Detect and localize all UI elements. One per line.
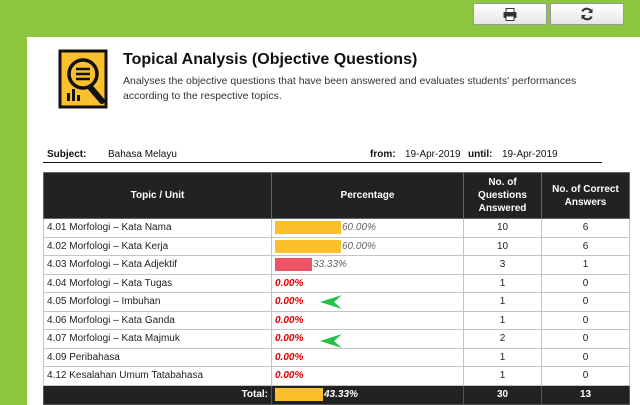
percentage-value: 60.00% [342, 240, 376, 252]
answered-cell: 1 [463, 273, 542, 293]
percentage-cell: 0.00% [271, 273, 464, 293]
correct-cell: 6 [541, 218, 630, 238]
report-panel: Topical Analysis (Objective Questions) A… [27, 37, 640, 405]
percentage-bar [275, 258, 312, 272]
percentage-cell: 60.00% [271, 218, 464, 238]
percentage-value: 0.00% [275, 351, 304, 363]
table-row: 4.06 Morfologi – Kata Ganda 0.00% 1 0 [43, 310, 630, 330]
green-arrow-icon [320, 295, 342, 309]
report-filter-bar: Subject: Bahasa Melayu from: 19-Apr-2019… [43, 148, 602, 163]
correct-cell: 0 [541, 310, 630, 330]
correct-cell: 1 [541, 255, 630, 275]
percentage-value: 0.00% [275, 333, 304, 345]
subject-label: Subject: [47, 149, 87, 160]
table-row: 4.12 Kesalahan Umum Tatabahasa 0.00% 1 0 [43, 366, 630, 386]
topic-cell: 4.03 Morfologi – Kata Adjektif [43, 255, 272, 275]
topic-cell: 4.06 Morfologi – Kata Ganda [43, 310, 272, 330]
table-header-row: Topic / Unit Percentage No. of Questions… [43, 172, 630, 219]
refresh-button[interactable] [550, 3, 624, 25]
percentage-value: 0.00% [275, 277, 304, 289]
answered-cell: 3 [463, 255, 542, 275]
percentage-cell: 0.00% [271, 292, 464, 312]
until-date: 19-Apr-2019 [502, 149, 558, 160]
percentage-cell: 0.00% [271, 310, 464, 330]
percentage-value: 0.00% [275, 370, 304, 382]
correct-cell: 0 [541, 347, 630, 367]
page-description: Analyses the objective questions that ha… [123, 75, 577, 102]
topic-cell: 4.05 Morfologi – Imbuhan [43, 292, 272, 312]
table-row: 4.07 Morfologi – Kata Majmuk 0.00% 2 0 [43, 329, 630, 349]
table-row: 4.04 Morfologi – Kata Tugas 0.00% 1 0 [43, 273, 630, 293]
report-magnifier-icon [58, 49, 108, 109]
topic-cell: 4.02 Morfologi – Kata Kerja [43, 236, 272, 256]
topic-cell: 4.04 Morfologi – Kata Tugas [43, 273, 272, 293]
correct-cell: 0 [541, 329, 630, 349]
total-percentage: 43.33% [324, 389, 358, 400]
header-topic: Topic / Unit [43, 172, 272, 219]
total-correct: 13 [541, 384, 630, 405]
percentage-bar [275, 239, 341, 253]
correct-cell: 0 [541, 292, 630, 312]
percentage-bar [275, 221, 341, 235]
total-answered: 30 [463, 384, 542, 405]
table-row: 4.02 Morfologi – Kata Kerja 60.00% 10 6 [43, 236, 630, 256]
header-correct-answers: No. of Correct Answers [541, 172, 630, 219]
percentage-cell: 0.00% [271, 366, 464, 386]
total-row: Total: 43.33% 30 13 [43, 384, 630, 405]
answered-cell: 10 [463, 218, 542, 238]
from-date: 19-Apr-2019 [405, 149, 461, 160]
total-label: Total: [43, 384, 272, 405]
correct-cell: 0 [541, 366, 630, 386]
table-row: 4.01 Morfologi – Kata Nama 60.00% 10 6 [43, 218, 630, 238]
printer-icon [503, 7, 517, 21]
header-percentage: Percentage [271, 172, 464, 219]
percentage-value: 60.00% [342, 222, 376, 234]
total-percentage-cell: 43.33% [271, 384, 464, 405]
answered-cell: 1 [463, 292, 542, 312]
topic-cell: 4.12 Kesalahan Umum Tatabahasa [43, 366, 272, 386]
percentage-cell: 0.00% [271, 329, 464, 349]
correct-cell: 0 [541, 273, 630, 293]
answered-cell: 1 [463, 366, 542, 386]
percentage-cell: 60.00% [271, 236, 464, 256]
answered-cell: 2 [463, 329, 542, 349]
table-row: 4.09 Peribahasa 0.00% 1 0 [43, 347, 630, 367]
green-arrow-icon [320, 334, 342, 348]
print-button[interactable] [473, 3, 547, 25]
subject-value: Bahasa Melayu [108, 149, 177, 160]
percentage-value: 0.00% [275, 296, 304, 308]
topic-cell: 4.01 Morfologi – Kata Nama [43, 218, 272, 238]
answered-cell: 1 [463, 347, 542, 367]
topic-table: Topic / Unit Percentage No. of Questions… [43, 172, 630, 405]
topic-cell: 4.07 Morfologi – Kata Majmuk [43, 329, 272, 349]
until-label: until: [468, 149, 493, 160]
correct-cell: 6 [541, 236, 630, 256]
answered-cell: 10 [463, 236, 542, 256]
total-percentage-bar [275, 388, 323, 401]
page-title: Topical Analysis (Objective Questions) [123, 51, 418, 68]
percentage-cell: 0.00% [271, 347, 464, 367]
refresh-icon [581, 7, 593, 21]
percentage-cell: 33.33% [271, 255, 464, 275]
percentage-value: 0.00% [275, 314, 304, 326]
from-label: from: [370, 149, 396, 160]
answered-cell: 1 [463, 310, 542, 330]
topic-cell: 4.09 Peribahasa [43, 347, 272, 367]
table-row: 4.03 Morfologi – Kata Adjektif 33.33% 3 1 [43, 255, 630, 275]
percentage-value: 33.33% [313, 259, 347, 271]
header-questions-answered: No. of Questions Answered [463, 172, 542, 219]
